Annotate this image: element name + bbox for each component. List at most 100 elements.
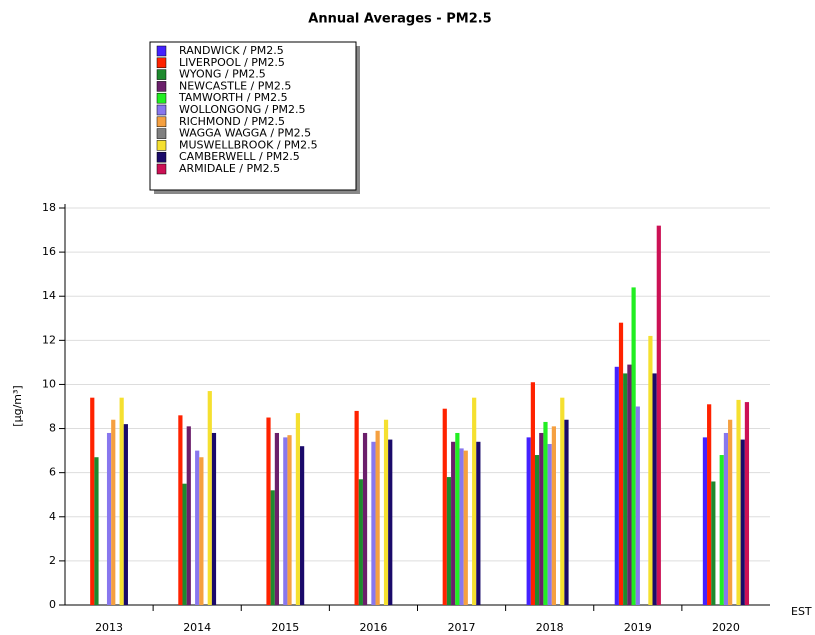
x-tick-label: 2016 xyxy=(359,621,387,634)
x-tick-label: 2015 xyxy=(271,621,299,634)
bar xyxy=(530,382,535,605)
y-tick-label: 2 xyxy=(49,554,56,567)
legend-label: WYONG / PM2.5 xyxy=(179,68,266,81)
x-tick-label: 2018 xyxy=(536,621,564,634)
bar xyxy=(723,432,729,605)
y-tick-label: 16 xyxy=(42,245,56,258)
bar xyxy=(186,426,191,605)
bar xyxy=(388,439,393,605)
bar xyxy=(543,421,548,605)
bar xyxy=(207,391,212,605)
legend-label: WAGGA WAGGA / PM2.5 xyxy=(179,127,311,140)
legend-label: MUSWELLBROOK / PM2.5 xyxy=(179,138,318,151)
legend-label: LIVERPOOL / PM2.5 xyxy=(179,56,285,69)
bar xyxy=(656,225,661,605)
bar xyxy=(446,477,452,605)
bar xyxy=(652,373,657,605)
legend-label: TAMWORTH / PM2.5 xyxy=(178,91,288,104)
bar xyxy=(182,483,187,605)
bar xyxy=(547,443,552,605)
bar xyxy=(371,441,376,605)
legend-swatch xyxy=(156,116,167,128)
legend-swatch xyxy=(156,163,167,175)
bar xyxy=(195,450,200,605)
legend-swatch xyxy=(156,151,167,163)
bar xyxy=(287,435,292,605)
bar xyxy=(459,448,464,605)
bar xyxy=(539,432,544,605)
chart-title: Annual Averages - PM2.5 xyxy=(308,12,491,27)
bar xyxy=(711,481,716,605)
legend-label: CAMBERWELL / PM2.5 xyxy=(179,150,300,163)
x-tick-label: 2017 xyxy=(448,621,476,634)
legend-swatch xyxy=(156,57,167,69)
bar xyxy=(534,455,540,605)
legend-swatch xyxy=(156,69,167,80)
legend-swatch xyxy=(156,81,167,92)
bar xyxy=(631,287,636,605)
bar xyxy=(90,397,95,605)
legend-label: RANDWICK / PM2.5 xyxy=(179,44,284,57)
bar xyxy=(719,455,724,605)
bar xyxy=(283,437,288,605)
bar xyxy=(119,397,124,605)
bar xyxy=(211,432,217,605)
legend-label: ARMIDALE / PM2.5 xyxy=(179,162,280,175)
bar xyxy=(744,402,750,605)
bar xyxy=(442,408,447,605)
legend-box xyxy=(149,41,357,191)
y-axis-label: [µg/m³] xyxy=(11,385,24,426)
bar xyxy=(627,364,632,605)
legend-swatch xyxy=(156,45,167,57)
bar xyxy=(526,437,531,605)
bar xyxy=(707,404,712,605)
legend-swatch xyxy=(156,104,167,116)
bar xyxy=(614,366,619,605)
x-tick-label: 2013 xyxy=(95,621,123,634)
x-tick-label: 2019 xyxy=(624,621,652,634)
bar xyxy=(463,450,468,605)
legend-swatch xyxy=(156,92,167,104)
bar xyxy=(178,415,183,605)
bar xyxy=(354,410,359,605)
y-tick-label: 14 xyxy=(42,289,56,302)
y-tick-label: 6 xyxy=(49,466,56,479)
bar xyxy=(383,419,389,605)
bar xyxy=(295,413,301,605)
bar xyxy=(375,430,380,605)
bar xyxy=(472,397,477,605)
bar xyxy=(451,441,456,605)
bar xyxy=(274,432,280,605)
bar xyxy=(560,397,565,605)
bar xyxy=(635,406,640,605)
bar xyxy=(623,373,628,605)
legend-label: RICHMOND / PM2.5 xyxy=(179,115,285,128)
bar xyxy=(106,432,112,605)
legend-label: NEWCASTLE / PM2.5 xyxy=(179,79,291,92)
bar xyxy=(564,419,569,605)
bar xyxy=(266,417,271,605)
bar xyxy=(618,322,624,605)
bar xyxy=(702,437,708,605)
bar xyxy=(736,399,741,605)
bar xyxy=(358,479,363,605)
y-tick-label: 8 xyxy=(49,422,56,435)
bar xyxy=(362,432,368,605)
legend-label: WOLLONGONG / PM2.5 xyxy=(179,103,306,116)
bar xyxy=(94,457,99,605)
legend-swatch xyxy=(156,128,167,139)
bar xyxy=(270,490,275,605)
y-tick-label: 18 xyxy=(42,201,56,214)
bar xyxy=(455,432,460,605)
x-axis-label: EST xyxy=(791,605,812,618)
bar xyxy=(300,446,305,605)
y-tick-label: 10 xyxy=(42,377,56,390)
bar xyxy=(199,457,204,605)
y-tick-label: 0 xyxy=(49,598,56,611)
legend-swatch xyxy=(156,140,167,151)
bar xyxy=(648,335,653,605)
x-tick-label: 2014 xyxy=(183,621,211,634)
x-tick-label: 2020 xyxy=(712,621,740,634)
